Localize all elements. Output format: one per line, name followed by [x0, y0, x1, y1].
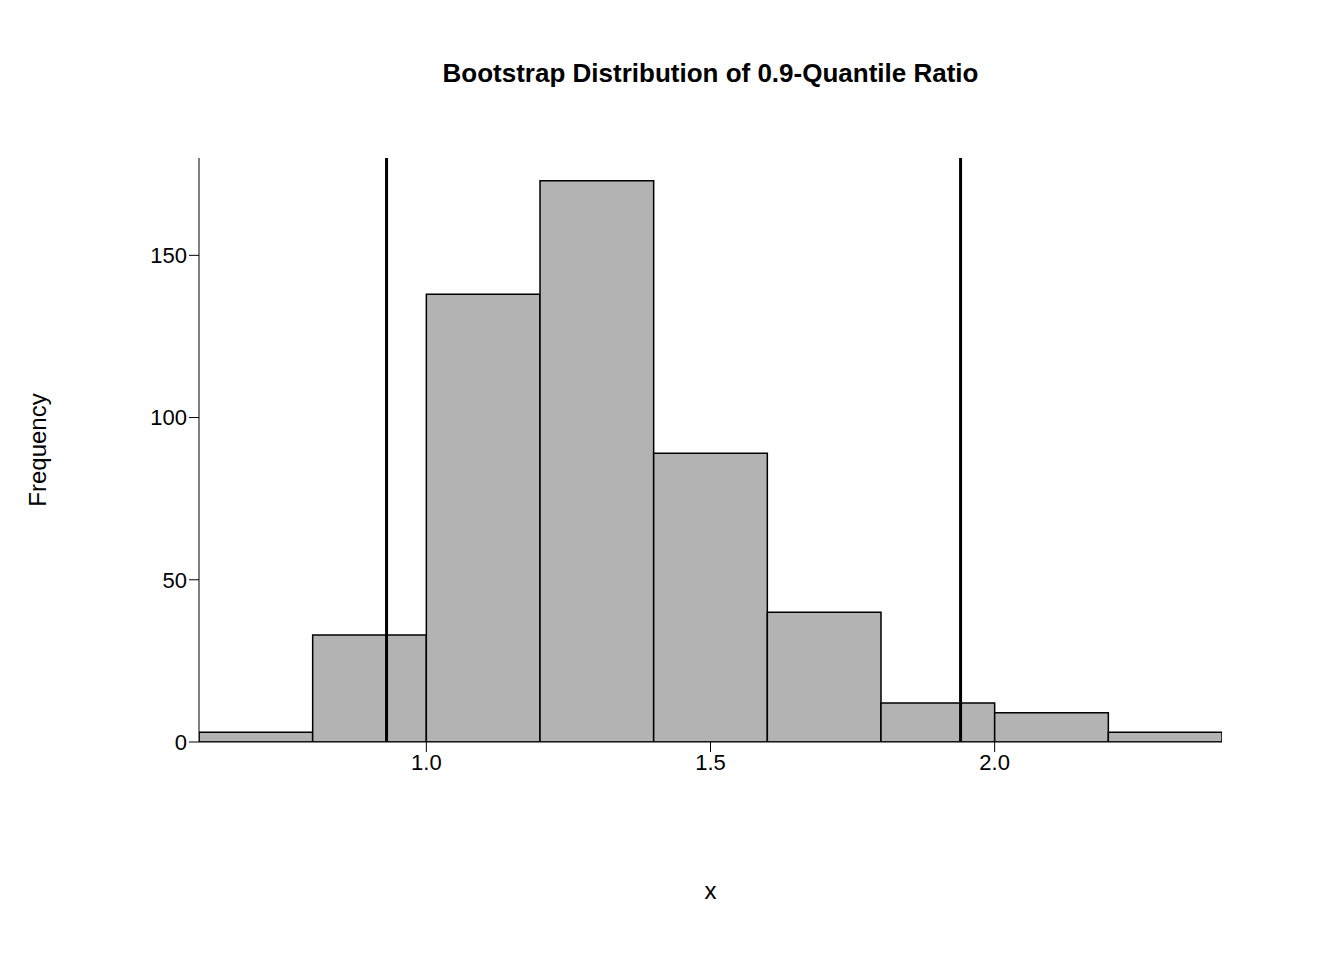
svg-text:2.0: 2.0 [979, 750, 1010, 775]
html-text:x: x [704, 877, 717, 904]
html-text:Frequency: Frequency [24, 393, 51, 507]
svg-text:100: 100 [150, 405, 187, 430]
svg-text:1.5: 1.5 [695, 750, 726, 775]
svg-text:50: 50 [163, 568, 187, 593]
svg-text:1.0: 1.0 [411, 750, 442, 775]
svg-text:0: 0 [175, 730, 187, 755]
html-text:Bootstrap Distribution of 0.9-: Bootstrap Distribution of 0.9-Quantile R… [442, 58, 979, 88]
svg-text:150: 150 [150, 243, 187, 268]
